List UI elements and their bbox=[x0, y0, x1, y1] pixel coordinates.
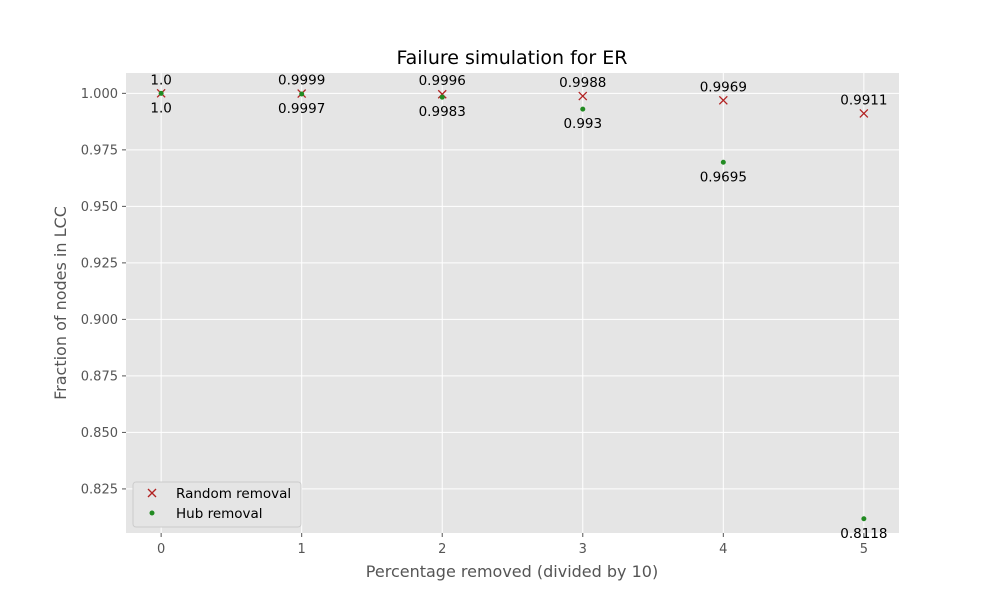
hub-removal-value-label: 1.0 bbox=[150, 100, 171, 116]
x-tick-label: 1 bbox=[298, 542, 306, 557]
y-axis-label: Fraction of nodes in LCC bbox=[51, 206, 70, 400]
y-tick-label: 0.900 bbox=[81, 313, 118, 328]
data-labels: 1.0 0.9999 0.9996 0.9988 0.9969 0.9911 1.0 0.99… bbox=[150, 72, 887, 541]
x-axis-label: Percentage removed (divided by 10) bbox=[366, 562, 658, 581]
hub-removal-point bbox=[720, 159, 726, 165]
y-tick-label: 0.850 bbox=[81, 426, 118, 441]
random-removal-value-label: 0.9999 bbox=[278, 73, 325, 89]
hub-removal-point bbox=[149, 510, 155, 516]
y-tick-label: 0.925 bbox=[81, 256, 118, 271]
hub-removal-value-label: 0.9997 bbox=[278, 101, 325, 117]
hub-removal-value-label: 0.9983 bbox=[419, 104, 466, 120]
random-removal-point bbox=[578, 91, 588, 101]
random-removal-value-label: 1.0 bbox=[150, 72, 171, 88]
hub-removal-point bbox=[299, 91, 305, 97]
y-tick-label: 0.975 bbox=[81, 143, 118, 158]
random-removal-point bbox=[147, 488, 157, 498]
random-removal-value-label: 0.9969 bbox=[700, 79, 747, 95]
y-tick-label: 0.950 bbox=[81, 200, 118, 215]
hub-removal-point bbox=[158, 90, 164, 96]
plot-area bbox=[126, 73, 899, 533]
legend-item: Hub removal bbox=[149, 506, 263, 522]
hub-removal-point bbox=[580, 106, 586, 112]
y-tick-label: 0.825 bbox=[81, 482, 118, 497]
random-removal-point bbox=[437, 89, 447, 99]
random-removal-value-label: 0.9996 bbox=[419, 73, 466, 89]
hub-removal-value-label: 0.8118 bbox=[840, 526, 887, 542]
random-removal-value-label: 0.9911 bbox=[840, 92, 887, 108]
hub-removal-point bbox=[439, 94, 445, 100]
chart-title: Failure simulation for ER bbox=[396, 47, 627, 69]
random-removal-point bbox=[718, 95, 728, 105]
legend-label: Random removal bbox=[176, 486, 291, 502]
grid bbox=[126, 73, 899, 533]
data-marks bbox=[156, 88, 869, 522]
random-removal-point bbox=[859, 109, 869, 118]
legend: Random removal Hub removal bbox=[132, 481, 302, 528]
hub-removal-value-label: 0.9695 bbox=[700, 169, 747, 185]
legend-box bbox=[132, 481, 302, 528]
random-removal-value-label: 0.9988 bbox=[559, 75, 606, 91]
x-tick-label: 0 bbox=[157, 542, 165, 557]
y-axis-ticks: 0.825 0.850 0.875 0.900 0.925 0.950 0.975 1.000 bbox=[81, 87, 126, 497]
y-tick-label: 1.000 bbox=[81, 87, 118, 102]
y-tick-label: 0.875 bbox=[81, 369, 118, 384]
hub-removal-value-label: 0.993 bbox=[563, 116, 602, 132]
x-axis-ticks: 0 1 2 3 4 5 bbox=[157, 533, 868, 557]
hub-removal-point bbox=[861, 516, 867, 522]
legend-item: Random removal bbox=[147, 486, 291, 502]
x-tick-label: 5 bbox=[860, 542, 868, 557]
legend-label: Hub removal bbox=[176, 506, 263, 522]
x-tick-label: 3 bbox=[579, 542, 587, 557]
x-tick-label: 4 bbox=[719, 542, 727, 557]
x-tick-label: 2 bbox=[438, 542, 446, 557]
